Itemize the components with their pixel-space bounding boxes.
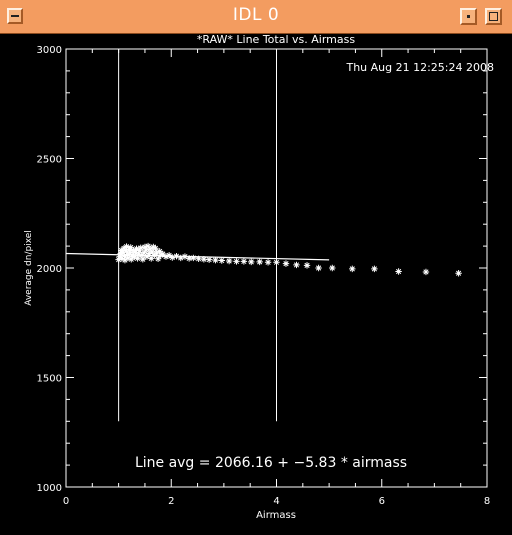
data-point [126,249,133,256]
data-point [149,248,156,255]
x-axis-label: Airmass [256,510,296,521]
data-point [131,253,138,261]
data-point [134,255,141,262]
fit-annotation: Line avg = 2066.16 + −5.83 * airmass [135,455,407,471]
data-point [150,243,157,251]
y-tick-label: 2000 [37,264,62,275]
data-point [200,256,208,263]
data-point [165,252,173,259]
data-point [181,253,189,260]
y-tick-label: 3000 [37,45,62,56]
data-point [395,268,402,275]
data-point [185,255,193,262]
data-point [422,268,430,276]
data-point [142,246,150,254]
data-point [115,256,122,263]
data-point [159,250,167,258]
plot-timestamp: Thu Aug 21 12:25:24 2008 [345,61,494,74]
data-point [173,252,180,260]
data-point [205,256,213,263]
data-point [121,256,129,264]
data-point [133,245,140,252]
data-points [115,242,462,277]
data-point [190,254,197,262]
data-point [212,256,219,264]
data-point [118,255,125,262]
data-point [138,252,145,259]
data-point [315,264,322,272]
data-point [282,260,290,267]
maximize-button[interactable] [485,8,502,25]
data-point [141,243,149,251]
data-point [124,254,132,262]
data-point [140,249,148,256]
data-point [122,247,130,255]
data-point [145,250,153,257]
fit-line [65,252,330,261]
y-axis: 1000 1500 2000 2500 3000 [37,45,487,494]
data-point [169,254,176,261]
data-point [132,249,139,256]
y-axis-label: Average dn/pixel [24,230,34,306]
fit-line-group [65,252,330,261]
window-title: IDL 0 [232,5,280,25]
data-point [152,245,159,252]
data-point [117,250,124,257]
data-point [177,254,184,262]
data-point [121,252,128,259]
plot-title: *RAW* Line Total vs. Airmass [197,33,355,46]
data-point [218,257,225,264]
data-point [371,265,378,273]
data-point [273,259,280,266]
data-point [123,243,130,250]
data-point [156,248,163,255]
menu-bar-icon [11,15,19,17]
vertical-markers [118,49,277,422]
y-tick-label: 2500 [37,155,62,166]
data-point [256,258,263,266]
data-point [144,242,152,250]
x-axis: 0 2 4 6 8 [63,49,490,507]
data-point [154,255,162,263]
data-point [162,253,170,260]
data-point [303,262,311,269]
y-tick-label: 1500 [37,374,62,385]
data-point [143,253,151,260]
data-point [264,259,272,266]
data-point [120,245,128,252]
x-tick-label: 8 [484,496,490,507]
x-tick-label: 4 [273,496,279,507]
maximize-icon [489,12,498,21]
data-point [225,257,233,265]
data-point [128,256,135,263]
x-tick-label: 2 [168,496,174,507]
data-point [148,255,155,262]
x-tick-label: 0 [63,496,69,507]
data-point [157,252,164,259]
minimize-icon [467,15,470,18]
data-point [349,265,356,273]
data-point [119,249,127,256]
y-tick-label: 1000 [37,483,62,494]
title-bar[interactable]: IDL 0 [0,0,512,34]
data-point [240,258,248,265]
data-point [455,270,462,277]
data-point [195,255,202,263]
data-point [139,256,147,263]
data-point [136,247,143,255]
window-menu-button[interactable] [7,8,23,24]
data-point [329,264,336,272]
data-point [135,250,142,258]
data-point [153,249,160,257]
data-point [147,245,154,253]
data-point [293,261,300,269]
minimize-button[interactable] [460,8,477,25]
data-point [233,258,240,265]
x-tick-label: 6 [379,496,385,507]
data-point [127,244,134,251]
data-point [137,244,144,252]
data-point [248,258,255,266]
